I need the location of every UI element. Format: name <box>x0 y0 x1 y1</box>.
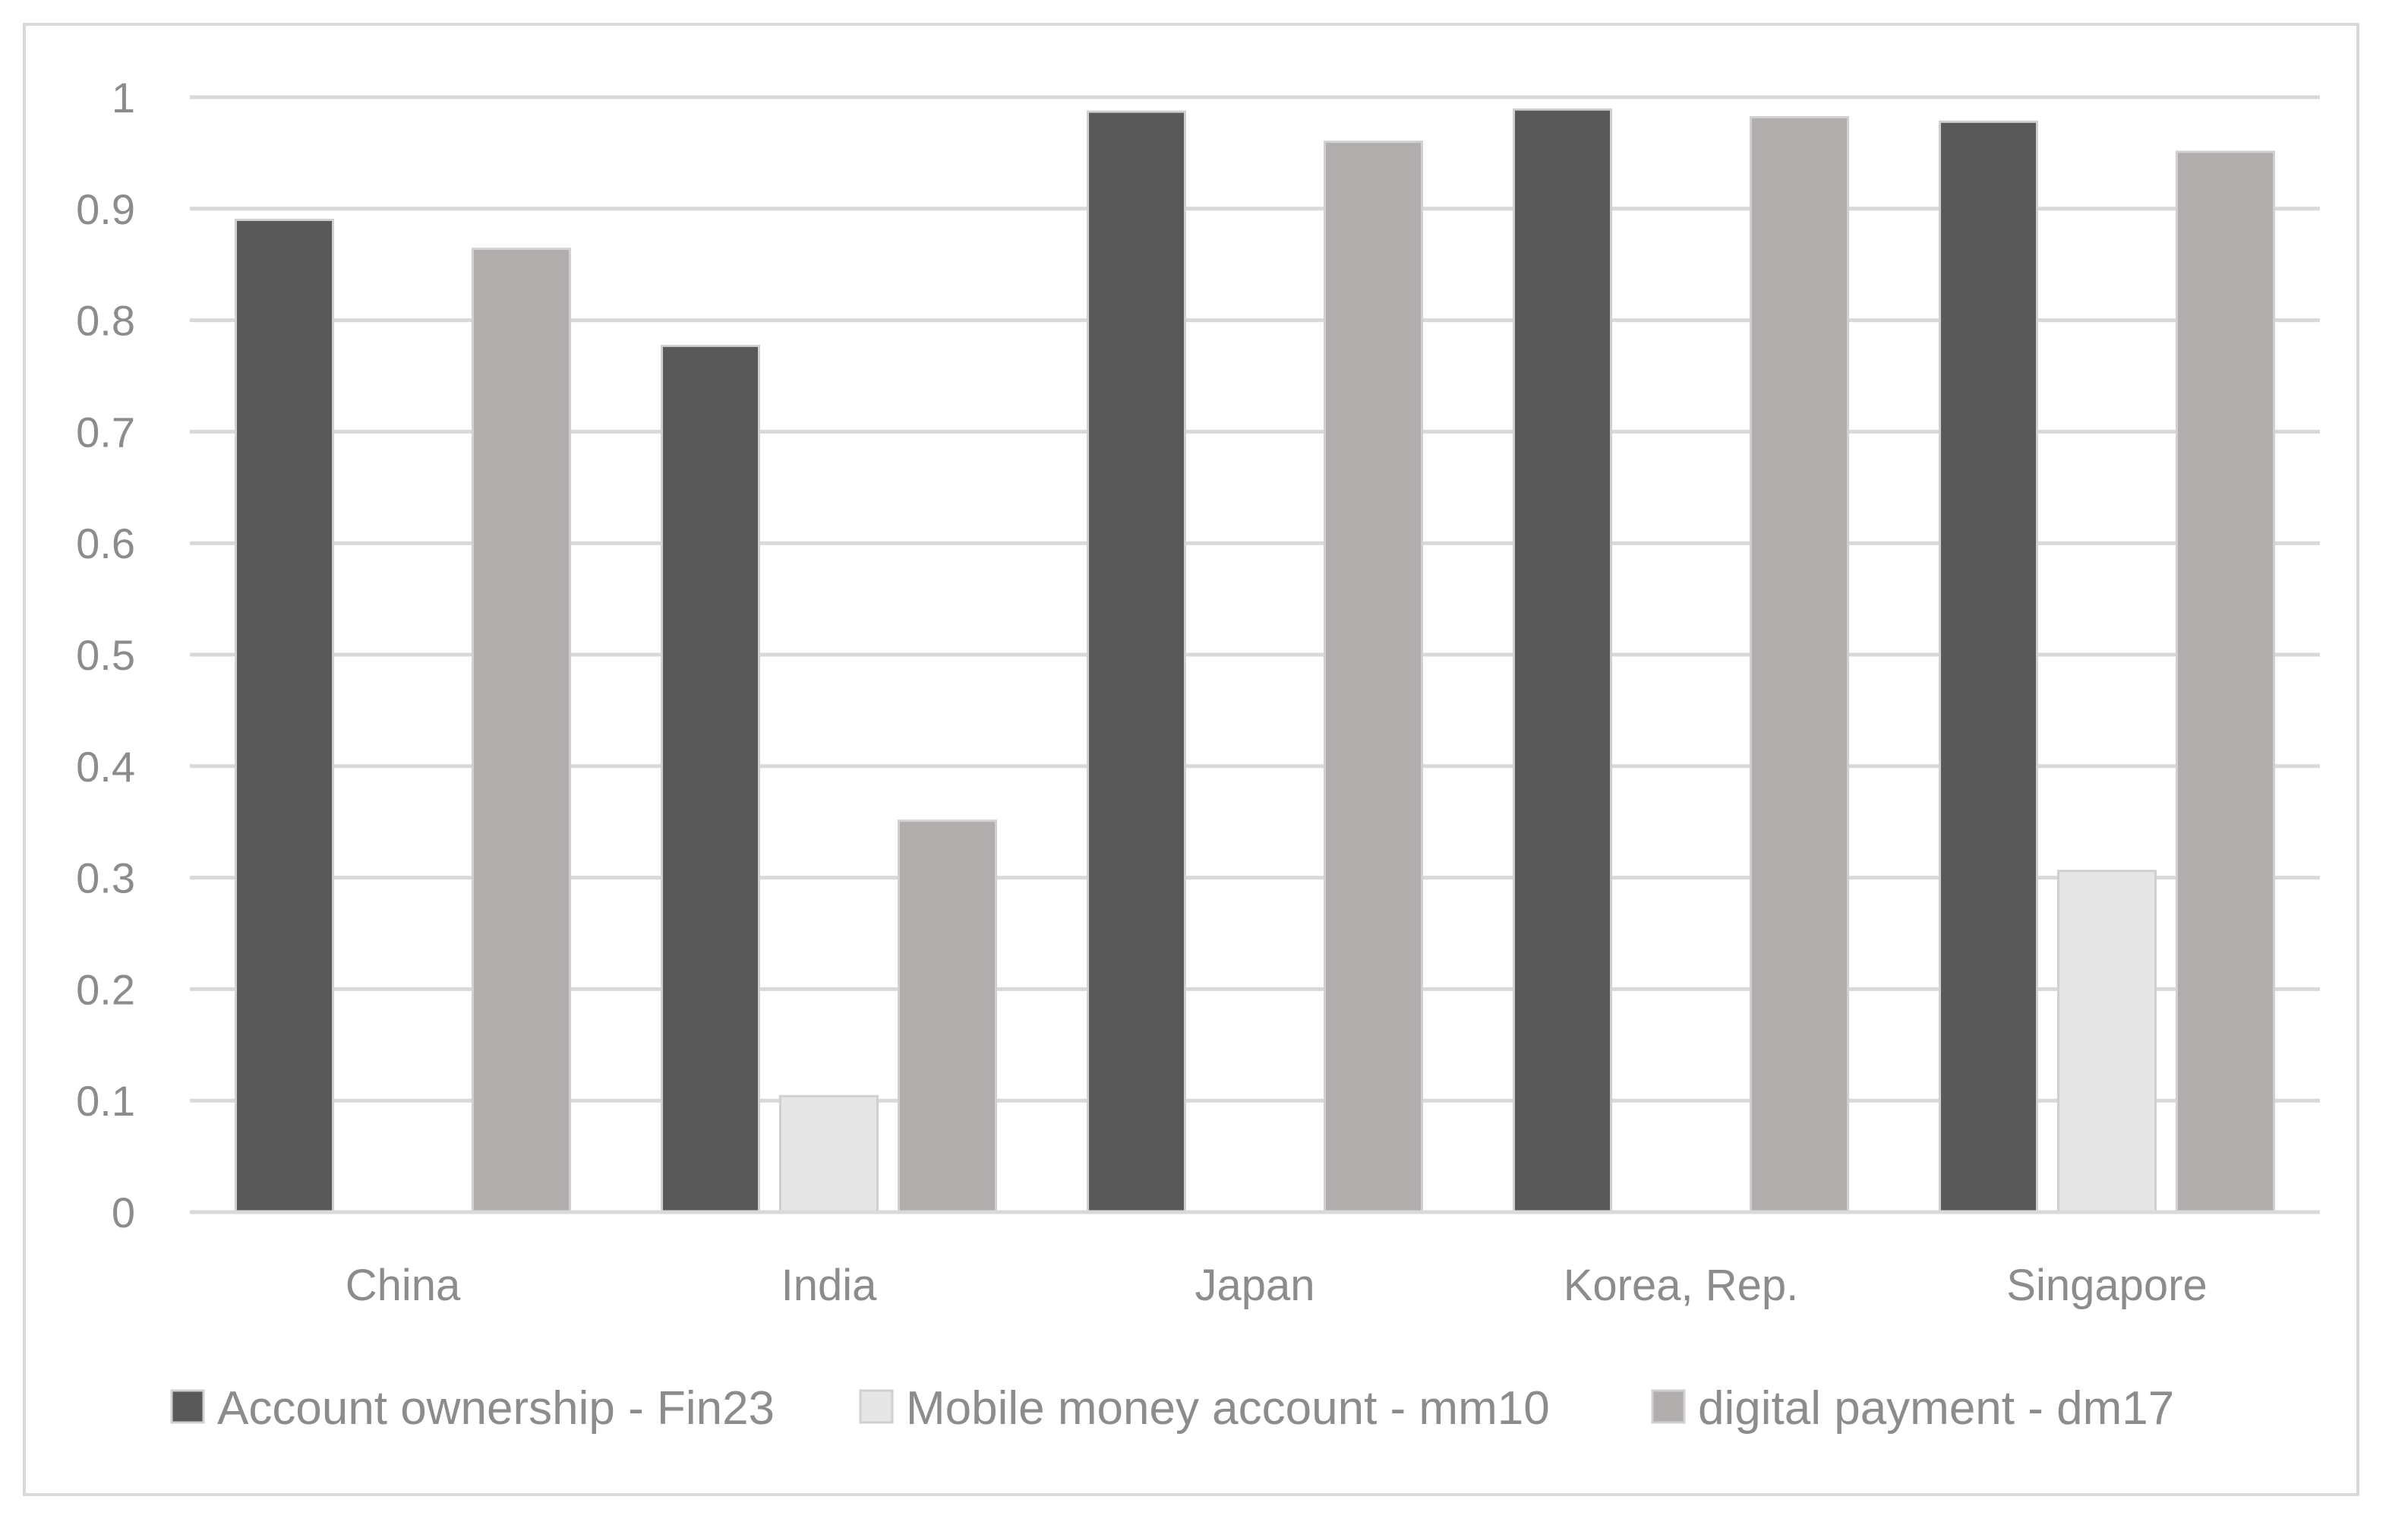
legend-label: digital payment - dm17 <box>1698 1382 2174 1435</box>
y-tick-label: 0.7 <box>76 408 135 456</box>
bar <box>1750 115 1849 1214</box>
y-tick-label: 0.5 <box>76 631 135 679</box>
bar <box>2057 870 2157 1214</box>
y-tick-label: 0.1 <box>76 1077 135 1125</box>
bar <box>779 1094 879 1214</box>
category-label: Korea, Rep. <box>1564 1261 1799 1310</box>
bar <box>661 344 760 1214</box>
legend-swatch <box>859 1389 894 1424</box>
y-tick-label: 0.9 <box>76 185 135 233</box>
y-tick-label: 0.4 <box>76 743 135 791</box>
bar <box>1087 110 1186 1214</box>
y-tick-label: 0.6 <box>76 519 135 567</box>
category-label: Singapore <box>2006 1261 2207 1310</box>
y-axis-ticks: 0 0.1 0.2 0.3 0.4 0.5 0.6 0.7 0.8 0.9 1 <box>76 74 135 1236</box>
bar <box>898 819 997 1214</box>
category-label: India <box>781 1261 878 1310</box>
legend-swatch <box>170 1389 205 1424</box>
y-tick-label: 0.3 <box>76 854 135 902</box>
bar <box>2176 150 2275 1214</box>
y-tick-label: 1 <box>112 74 135 122</box>
category-label: Japan <box>1195 1261 1314 1310</box>
bar <box>1513 108 1612 1214</box>
bar <box>472 248 571 1214</box>
category-labels: China India Japan Korea, Rep. Singapore <box>346 1261 2208 1310</box>
bars <box>235 108 2275 1214</box>
bar <box>235 218 334 1214</box>
y-tick-label: 0.8 <box>76 297 135 345</box>
bar <box>1324 141 1423 1214</box>
legend-swatch <box>1651 1389 1686 1424</box>
legend: Account ownership - Fin23 Mobile money ac… <box>170 1382 2174 1435</box>
bar <box>1939 120 2038 1214</box>
legend-label: Account ownership - Fin23 <box>217 1382 775 1435</box>
y-tick-label: 0 <box>112 1189 135 1236</box>
category-label: China <box>346 1261 461 1310</box>
y-tick-label: 0.2 <box>76 965 135 1013</box>
legend-label: Mobile money account - mm10 <box>906 1382 1550 1435</box>
